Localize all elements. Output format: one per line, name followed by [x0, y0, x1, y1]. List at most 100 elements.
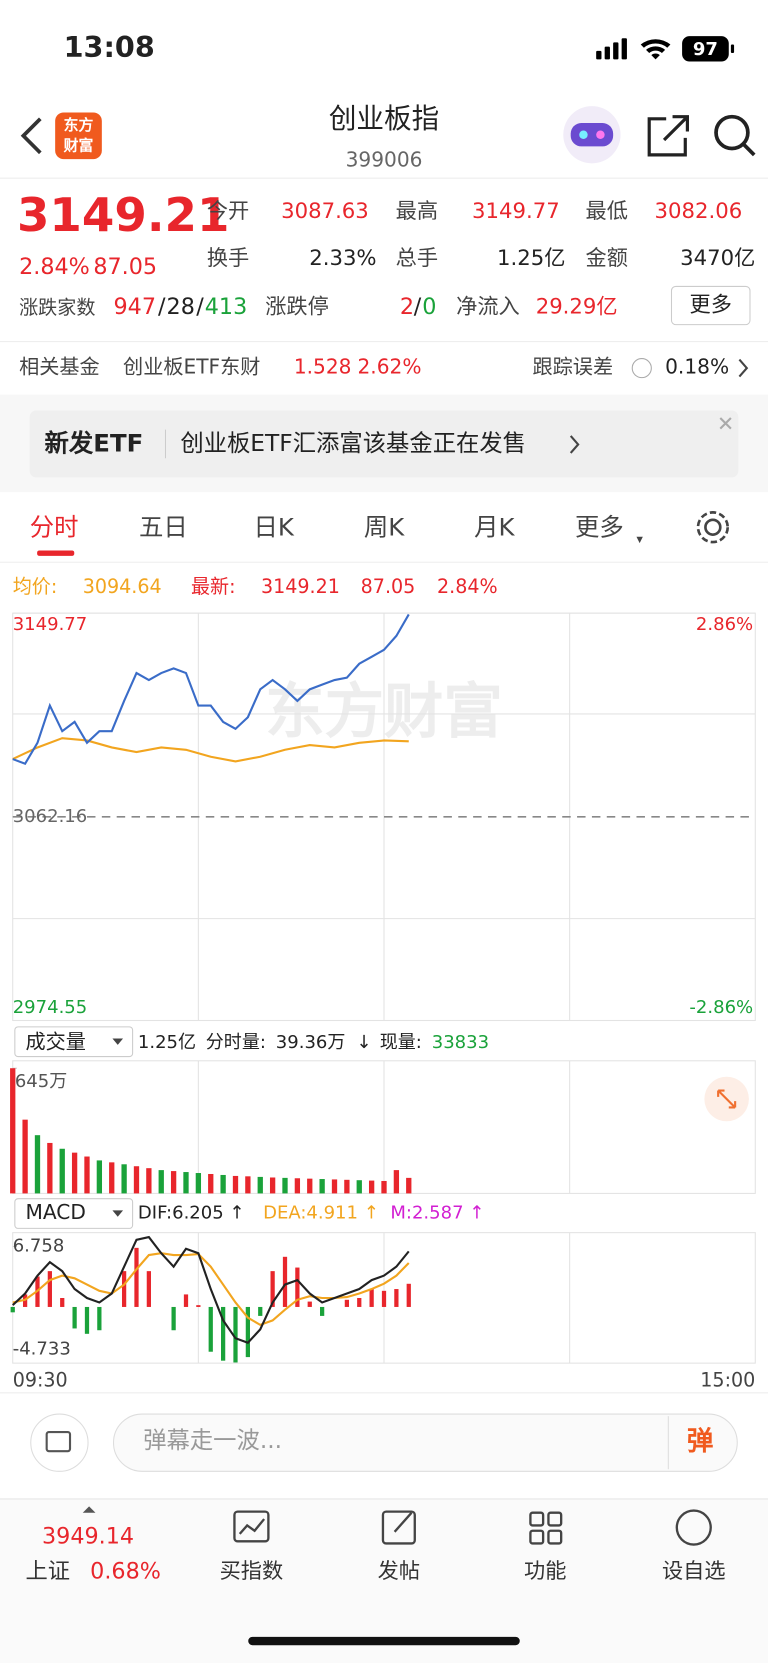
volume-bar [146, 1168, 152, 1194]
change: 87.05 [93, 254, 157, 280]
volume-bar [47, 1142, 53, 1194]
nav-item[interactable]: 功能 [524, 1559, 566, 1584]
dropdown-caret [112, 1210, 124, 1217]
macd-bar [394, 1289, 399, 1307]
clock: 13:08 [64, 30, 155, 64]
caret [82, 1506, 96, 1513]
field-value: 2.33% [309, 246, 376, 271]
volume-bar [71, 1152, 78, 1194]
home-indicator [248, 1636, 520, 1646]
more-button[interactable] [670, 285, 751, 326]
tab[interactable]: 五日 [139, 512, 188, 541]
volume-bar [158, 1170, 164, 1194]
label: 2 [400, 294, 414, 320]
field-label: 金额 [586, 246, 628, 271]
placeholder[interactable]: 弹幕走一波... [143, 1426, 282, 1454]
macd-bar [84, 1306, 90, 1334]
volume-bar [220, 1174, 226, 1194]
volume-bar [257, 1176, 263, 1194]
volume-bar [319, 1179, 325, 1194]
back-button[interactable] [20, 117, 42, 155]
field-label: 总手 [396, 246, 438, 271]
help-icon[interactable] [631, 358, 652, 379]
label: 3149.21 [261, 575, 340, 598]
indicator-selector[interactable] [14, 1198, 134, 1229]
volume-bar [183, 1172, 189, 1194]
index-pct: 0.68% [90, 1559, 161, 1585]
nav-icons [233, 1509, 712, 1546]
dif-line [12, 1235, 410, 1345]
macd-bar [183, 1294, 189, 1307]
label: / [196, 294, 204, 320]
label: 创业板ETF汇添富该基金正在发售 [180, 429, 526, 457]
label: 29.29亿 [536, 295, 618, 320]
logo-text: 东方 [64, 116, 94, 134]
nav-item[interactable]: 买指数 [220, 1559, 284, 1584]
logo [55, 112, 102, 160]
macd-bar [295, 1267, 300, 1307]
label: 87.05 [361, 575, 416, 598]
volume-legend[interactable]: 成交量 [25, 1029, 85, 1053]
macd-bar [320, 1306, 325, 1316]
banner[interactable] [29, 410, 739, 478]
volume-bar [232, 1175, 239, 1194]
nav-item[interactable]: 发帖 [378, 1559, 420, 1584]
label: 413 [205, 294, 248, 320]
more-button-label[interactable]: 更多 [690, 293, 732, 318]
index-value[interactable]: 3949.14 [42, 1524, 134, 1550]
search-button[interactable] [714, 114, 756, 157]
macd-bar [369, 1289, 374, 1307]
volume-selector[interactable] [14, 1026, 134, 1058]
danmaku-toggle[interactable] [30, 1413, 89, 1472]
tab[interactable]: 更多 [575, 512, 624, 541]
tab[interactable]: 日K [254, 512, 295, 541]
volume-legend: 33833 [432, 1032, 489, 1053]
settings-button[interactable] [696, 511, 730, 544]
macd-legend[interactable]: MACD [25, 1200, 85, 1224]
dropdown-caret [112, 1038, 124, 1045]
danmaku-input[interactable] [112, 1413, 738, 1472]
macd-legend: DEA:4.911 ↑ [263, 1203, 379, 1224]
macd-bar [381, 1290, 387, 1307]
volume-bar [307, 1178, 313, 1194]
label: 新发ETF [45, 428, 144, 457]
volume-bar [208, 1173, 214, 1194]
volume-bar [59, 1148, 65, 1194]
volume-bar [195, 1173, 202, 1194]
pct-label: -2.86% [689, 997, 753, 1018]
tab[interactable]: 周K [364, 512, 405, 541]
tab[interactable]: 月K [474, 512, 515, 541]
volume-bar [282, 1177, 288, 1194]
avatar[interactable] [563, 106, 621, 164]
macd-bar [208, 1306, 213, 1352]
label: 0.18% [665, 355, 729, 379]
close-banner[interactable] [719, 417, 732, 430]
macd-bar [307, 1301, 312, 1307]
share-button[interactable] [647, 115, 689, 157]
volume-bar [269, 1177, 276, 1194]
expand-button[interactable] [704, 1076, 749, 1122]
chevron [569, 435, 580, 454]
macd-bar [406, 1283, 411, 1307]
label: 0 [422, 294, 436, 320]
label: / [414, 294, 422, 320]
nav-item[interactable]: 设自选 [662, 1559, 726, 1584]
send-button[interactable]: 弹 [687, 1426, 714, 1457]
field-value: 3087.63 [281, 199, 369, 224]
volume-bar [331, 1179, 338, 1194]
macd-bar [357, 1298, 362, 1307]
tab[interactable]: 分时 [30, 512, 79, 541]
pct-label: 2.86% [696, 614, 753, 635]
label: 相关基金 [19, 355, 100, 379]
macd-bar [60, 1298, 65, 1307]
macd-bar [196, 1305, 201, 1307]
dropdown-caret [636, 536, 643, 544]
label: / [158, 294, 166, 320]
label: 1.528 [294, 355, 352, 379]
label: 涨跌停 [265, 295, 329, 320]
index-name: 上证 [25, 1559, 70, 1585]
battery: 97 [693, 39, 718, 60]
field-label: 最低 [586, 199, 628, 224]
y-tick-label: 3062.16 [13, 806, 88, 827]
